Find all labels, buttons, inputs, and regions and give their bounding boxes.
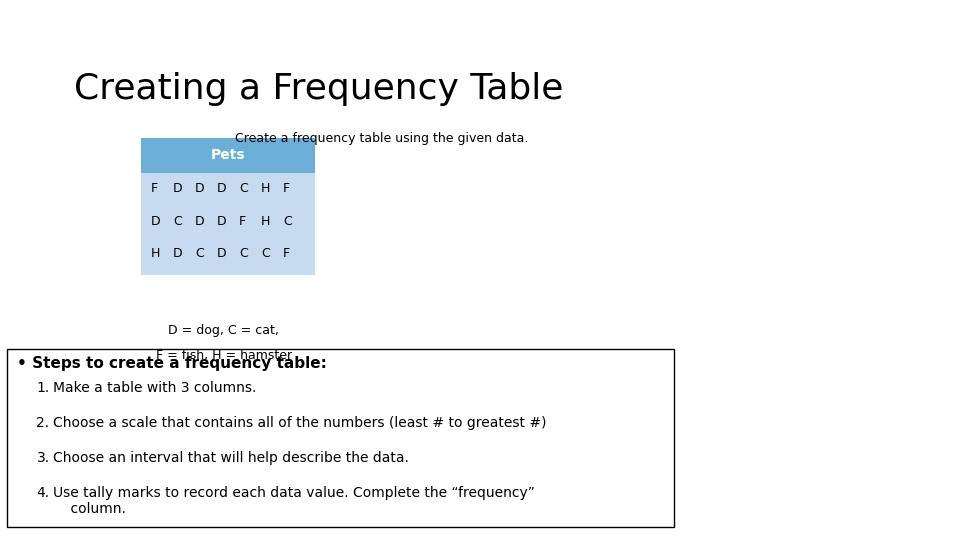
Text: 4.: 4. xyxy=(36,486,50,500)
Text: F: F xyxy=(283,183,290,195)
Text: D: D xyxy=(217,183,227,195)
Text: Make a table with 3 columns.: Make a table with 3 columns. xyxy=(53,381,256,395)
Text: • Steps to create a frequency table:: • Steps to create a frequency table: xyxy=(17,356,327,372)
Text: C: C xyxy=(173,215,181,228)
Text: D: D xyxy=(195,215,204,228)
Text: Use tally marks to record each data value. Complete the “frequency”
    column.: Use tally marks to record each data valu… xyxy=(53,486,535,516)
Text: C: C xyxy=(261,247,270,260)
Text: 1.: 1. xyxy=(36,381,50,395)
Text: F = fish, H = hamster: F = fish, H = hamster xyxy=(156,349,293,362)
Text: D: D xyxy=(217,247,227,260)
Text: C: C xyxy=(239,247,248,260)
Text: C: C xyxy=(239,183,248,195)
Text: C: C xyxy=(283,215,292,228)
Text: Pets: Pets xyxy=(210,148,246,162)
Text: D = dog, C = cat,: D = dog, C = cat, xyxy=(168,324,278,337)
Text: Choose a scale that contains all of the numbers (least # to greatest #): Choose a scale that contains all of the … xyxy=(53,416,546,430)
Text: F: F xyxy=(151,183,157,195)
Text: C: C xyxy=(195,247,204,260)
FancyBboxPatch shape xyxy=(141,138,315,173)
Text: Create a frequency table using the given data.: Create a frequency table using the given… xyxy=(235,132,529,145)
Text: D: D xyxy=(173,183,182,195)
Text: H: H xyxy=(261,215,271,228)
Text: Creating a Frequency Table: Creating a Frequency Table xyxy=(74,72,564,106)
FancyBboxPatch shape xyxy=(7,349,674,526)
Text: D: D xyxy=(173,247,182,260)
Text: F: F xyxy=(283,247,290,260)
Text: 3.: 3. xyxy=(36,451,50,465)
Text: H: H xyxy=(151,247,160,260)
Text: H: H xyxy=(261,183,271,195)
Text: 2.: 2. xyxy=(36,416,50,430)
Text: D: D xyxy=(151,215,160,228)
FancyBboxPatch shape xyxy=(141,173,315,275)
Text: Choose an interval that will help describe the data.: Choose an interval that will help descri… xyxy=(53,451,409,465)
Text: D: D xyxy=(195,183,204,195)
Text: D: D xyxy=(217,215,227,228)
Text: F: F xyxy=(239,215,246,228)
